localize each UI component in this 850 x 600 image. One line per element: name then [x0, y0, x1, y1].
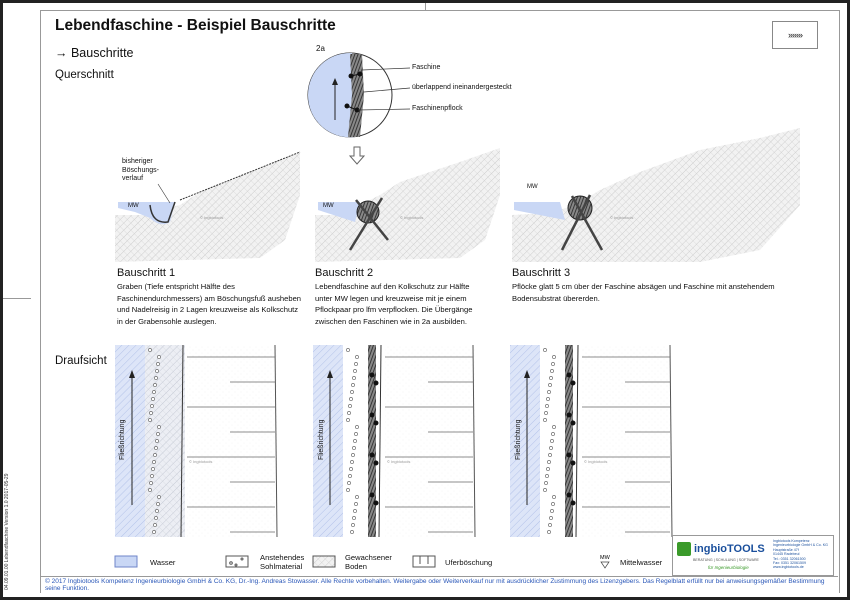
natural-soil-swatch-icon: [312, 555, 336, 568]
previous-slope-label: bisheriger Böschungs- verlauf: [122, 158, 159, 184]
cross-section-step-2: [315, 148, 500, 262]
plan-watermark-2: © Ingbiotools: [387, 459, 411, 464]
logo-mark-icon: [677, 542, 691, 556]
mean-water-symbol-icon: MW: [600, 555, 611, 569]
legend-bed-material: Anstehendes Sohlmaterial: [260, 553, 305, 571]
flow-direction-label-3: Fließrichtung: [515, 419, 522, 460]
address-line: Tel.: 0351 32061500: [773, 556, 806, 561]
address-line: Hauptstraße 47f: [773, 547, 799, 552]
step-3: Bauschritt 3 Pflöcke glatt 5 cm über der…: [512, 267, 812, 304]
center-mark: [425, 3, 426, 10]
plan-watermark-1: © Ingbiotools: [189, 459, 213, 464]
step-3-text: Pflöcke glatt 5 cm über der Faschine abs…: [512, 282, 775, 303]
logo-tagline: BERATUNG | SCHULUNG | SOFTWARE: [693, 558, 759, 562]
cross-section-step-3: [512, 128, 800, 262]
plan-view-step-1: [115, 344, 278, 538]
watermark-3: © Ingbiotools: [610, 215, 634, 220]
address-line: 01445 Radebeul: [773, 552, 800, 557]
step-3-title: Bauschritt 3: [512, 267, 571, 279]
logo-address: Ingbiotools Kompetenz Ingenieurbiologie …: [773, 539, 828, 570]
fold-mark: [3, 298, 31, 299]
company-logo: ingbioTOOLS BERATUNG | SCHULUNG | SOFTWA…: [672, 535, 834, 576]
mw-label-1: MW: [128, 203, 139, 209]
page-title: Lebendfaschine - Beispiel Bauschritte: [55, 17, 336, 34]
logo-name: ingbioTOOLS: [694, 543, 765, 555]
mw-label-2: MW: [323, 203, 334, 209]
cross-section-step-1: [115, 151, 301, 262]
watermark-1: © Ingbiotools: [200, 215, 224, 220]
flow-direction-label-2: Fließrichtung: [318, 419, 325, 460]
step-1-text: Graben (Tiefe entspricht Hälfte des Fasc…: [117, 282, 302, 326]
watermark-2: © Ingbiotools: [400, 215, 424, 220]
plan-view-heading: Draufsicht: [55, 355, 107, 367]
section-link-bauschritte[interactable]: → Bauschritte: [55, 46, 134, 60]
document-id: 04.09.01.00 Lebendfaschine Version 1.0 2…: [4, 473, 10, 590]
detail-label: 2a: [316, 44, 325, 53]
step-1-title: Bauschritt 1: [117, 267, 176, 279]
address-line: Ingbiotools Kompetenz: [773, 539, 810, 543]
step-1: Bauschritt 1 Graben (Tiefe entspricht Hä…: [117, 267, 302, 327]
plan-watermark-3: © Ingbiotools: [584, 459, 608, 464]
previous-slope-line-3: verlauf: [122, 175, 144, 182]
plan-view-step-2: [313, 344, 476, 538]
detail-2a-circle: [307, 52, 411, 138]
down-arrow-icon: [348, 146, 366, 165]
flow-arrow-icon: [129, 370, 135, 378]
address-line: Fax: 0351 32061509: [773, 561, 806, 566]
plan-view-step-3: [510, 344, 673, 538]
step-2-title: Bauschritt 2: [315, 267, 374, 279]
logo-slogan: für Ingenieurbiologie: [708, 565, 749, 570]
callout-faschine: Faschine: [412, 64, 441, 71]
flow-direction-label-1: Fließrichtung: [119, 419, 126, 460]
copyright-notice: © 2017 Ingbiotools Kompetenz Ingenieurbi…: [45, 578, 825, 592]
step-2-text: Lebendfaschine auf den Kolkschutz zur Hä…: [315, 282, 473, 326]
mw-label-3: MW: [527, 184, 538, 190]
legend-bank-slope: Uferböschung: [445, 558, 493, 567]
drawing-frame: [40, 10, 840, 593]
step-2: Bauschritt 2 Lebendfaschine auf den Kolk…: [315, 267, 485, 327]
flow-arrow-icon: [524, 370, 530, 378]
previous-slope-line-1: bisheriger: [122, 158, 153, 165]
address-line[interactable]: www.ingbiotools.de: [773, 565, 804, 570]
svg-text:MW: MW: [600, 555, 611, 561]
water-swatch-icon: [114, 555, 138, 568]
callout-overlap: überlappend ineinandergesteckt: [412, 84, 512, 91]
cross-section-heading: Querschnitt: [55, 69, 114, 81]
flow-arrow-icon: [327, 370, 333, 378]
callout-stake: Faschinenpflock: [412, 105, 463, 112]
legend-natural-soil: Gewachsener Boden: [345, 553, 392, 571]
legend-water: Wasser: [150, 558, 176, 567]
previous-slope-line-2: Böschungs-: [122, 166, 159, 174]
bank-slope-swatch-icon: [412, 555, 436, 568]
next-page-button[interactable]: ›››››››: [772, 21, 818, 49]
legend-mean-water: Mittelwasser: [620, 558, 663, 567]
address-line: Ingenieurbiologie GmbH & Co. KG: [773, 543, 828, 548]
footer-divider: [40, 576, 838, 577]
bed-material-swatch-icon: [225, 555, 249, 568]
